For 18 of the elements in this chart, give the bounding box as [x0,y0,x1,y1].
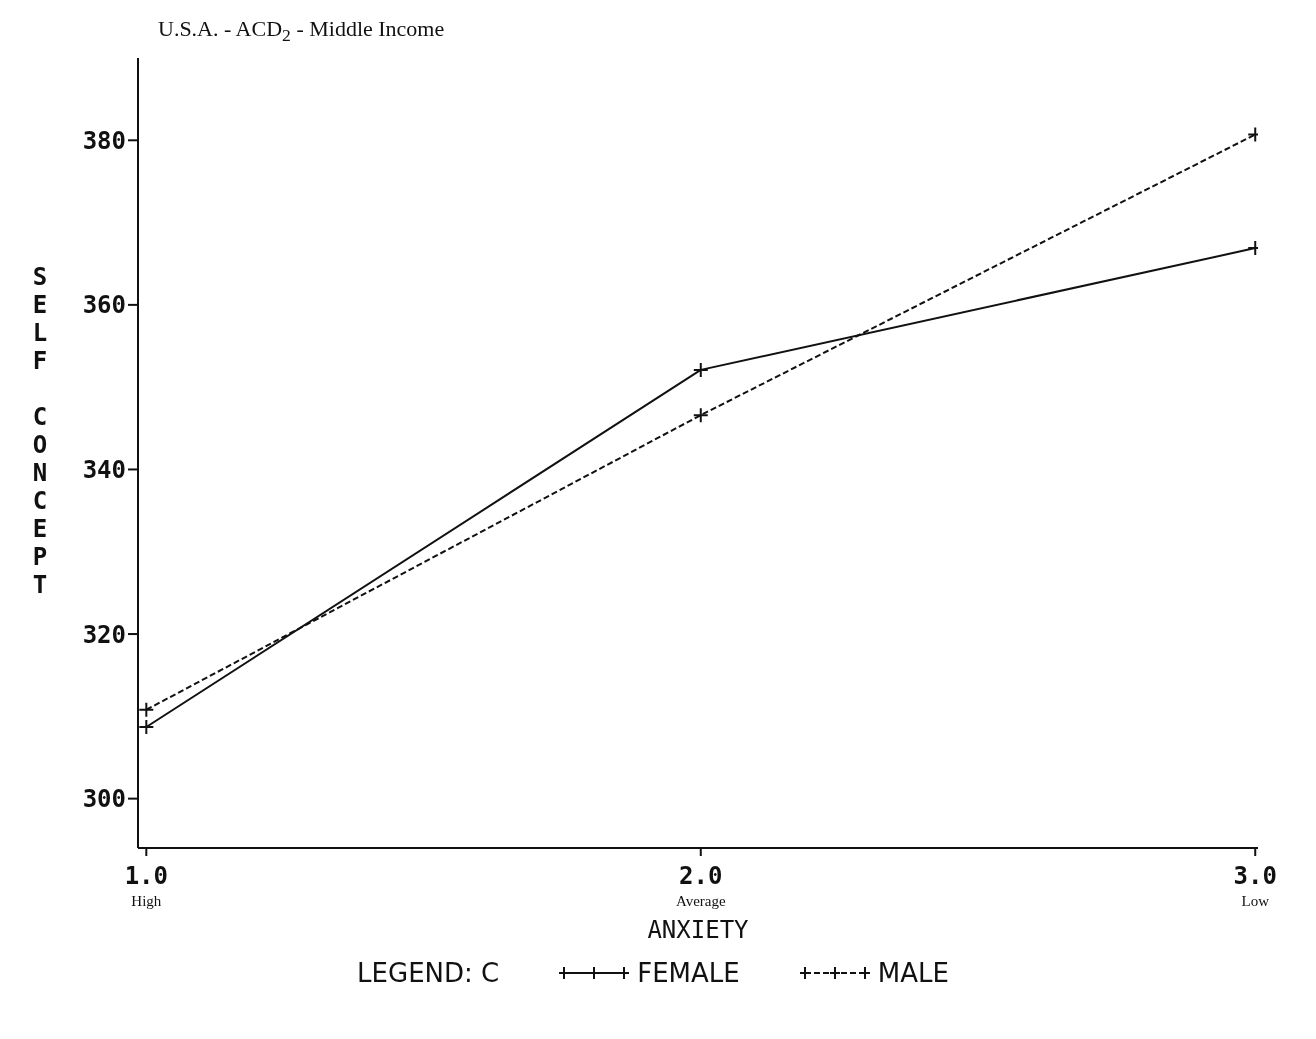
x-tick-label: 3.0 Low [1233,862,1277,909]
point [692,407,709,424]
legend-label: FEMALE [637,958,740,988]
y-tick-label: 340 [82,455,126,484]
x-axis-title: ANXIETY [647,916,750,944]
y-tick-label: 360 [82,291,126,320]
point [138,701,155,718]
legend-label: MALE [877,958,949,988]
y-tick-label: 300 [82,785,126,814]
y-tick-label: 320 [82,620,126,649]
y-tick-label: 380 [82,126,126,155]
y-axis-title: SELF CONCEPT [26,263,54,599]
legend-title: LEGEND: C [357,958,500,988]
x-tick-label: 2.0 Average [675,862,726,909]
point [692,361,709,378]
chart-title: U.S.A. - ACD$_{2}$ - Middle Income [158,16,445,46]
x-tick-label: 1.0 High [124,862,168,909]
point [138,719,155,736]
